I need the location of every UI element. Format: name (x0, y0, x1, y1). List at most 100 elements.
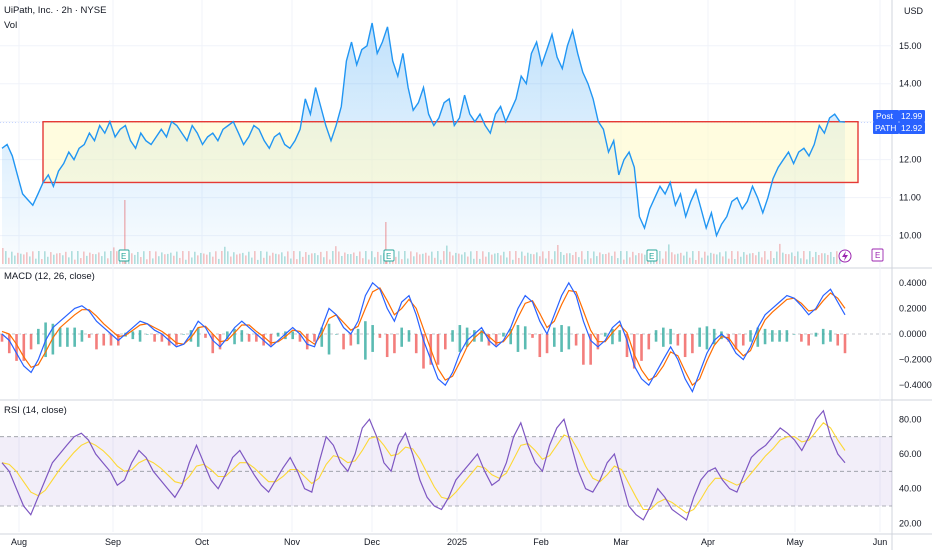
lightning-icon[interactable] (838, 249, 852, 263)
volume-label: Vol (4, 20, 17, 31)
macd-histogram-bar (269, 334, 273, 346)
macd-histogram-bar (691, 334, 694, 354)
macd-histogram-bar (131, 331, 135, 340)
macd-histogram-bar (480, 330, 483, 342)
macd-histogram-bar (400, 327, 403, 347)
macd-histogram-bar (741, 334, 745, 346)
macd-histogram-bar (683, 334, 687, 358)
macd-histogram-bar (95, 334, 98, 350)
time-axis[interactable]: Aug Sep Oct Nov Dec 2025 Feb Mar Apr May Jun (11, 537, 887, 547)
macd-histogram-bar (567, 326, 571, 350)
macd-histogram-bar (276, 332, 280, 337)
earnings-marker: E (118, 249, 130, 262)
macd-tick-label: 0.2000 (899, 303, 927, 313)
macd-histogram-bar (821, 328, 825, 345)
macd-histogram-bar (574, 334, 578, 346)
macd-histogram-bar (298, 334, 302, 342)
macd-histogram-bar (66, 327, 69, 347)
macd-histogram-bar (414, 334, 418, 354)
macd-histogram-bar (807, 334, 810, 346)
macd-histogram-bar (494, 334, 498, 346)
macd-histogram-bar (640, 334, 643, 361)
macd-histogram-bar (7, 334, 11, 354)
macd-histogram-bar (712, 328, 716, 345)
macd-histogram-bar (327, 323, 331, 355)
macd-histogram-bar (80, 330, 84, 342)
macd-histogram-bar (87, 334, 91, 338)
macd-histogram-bar (146, 334, 149, 335)
macd-histogram-bar (458, 325, 462, 352)
macd-histogram-bar (407, 330, 411, 342)
macd-histogram-bar (763, 328, 767, 345)
rsi-pane[interactable] (0, 409, 892, 521)
price-tick-label: 11.00 (899, 193, 921, 203)
macd-histogram-bar (385, 334, 389, 358)
macd-histogram-bar (102, 334, 106, 346)
macd-histogram-bar (778, 330, 781, 342)
macd-histogram-bar (611, 328, 614, 345)
macd-histogram-bar (175, 334, 178, 346)
range-rectangle[interactable] (42, 121, 859, 184)
macd-histogram-bar (138, 330, 142, 342)
macd-histogram-bar (342, 334, 345, 350)
time-tick-label: Aug (11, 537, 27, 547)
macd-histogram-bar (843, 334, 847, 354)
macd-histogram-bar (29, 334, 33, 350)
macd-histogram-bar (37, 328, 40, 345)
macd-histogram-bar (582, 334, 585, 365)
earnings-icon-upcoming[interactable]: E (871, 248, 884, 262)
macd-histogram-bar (814, 332, 818, 337)
macd-histogram-bar (393, 334, 396, 354)
macd-histogram-bar (15, 334, 18, 361)
time-tick-label: Sep (105, 537, 121, 547)
macd-histogram-bar (669, 328, 672, 345)
time-tick-label: Nov (284, 537, 301, 547)
svg-text:E: E (875, 251, 880, 260)
currency-label[interactable]: USD (904, 6, 924, 16)
macd-histogram-bar (632, 334, 636, 369)
macd-histogram-bar (589, 334, 592, 365)
macd-histogram-bar (444, 334, 447, 350)
price-tick-label: 15.00 (899, 41, 922, 51)
macd-histogram-bar (247, 334, 251, 342)
macd-histogram-bar (22, 334, 26, 361)
macd-histogram-bar (233, 328, 236, 345)
rsi-tick-label: 80.00 (899, 414, 922, 424)
macd-tick-label: −0.2000 (899, 355, 932, 365)
macd-histogram-bar (305, 334, 309, 350)
macd-histogram-bar (240, 330, 244, 342)
macd-histogram-bar (662, 327, 665, 347)
macd-pane[interactable] (0, 281, 847, 394)
macd-histogram-bar (516, 325, 520, 352)
time-tick-label: Jun (873, 537, 888, 547)
rsi-band-lines (0, 436, 892, 507)
earnings-marker: E (383, 249, 395, 262)
macd-histogram-bar (313, 334, 316, 342)
symbol-price-tag: PATH 12.92 (873, 122, 925, 134)
svg-text:E: E (121, 252, 126, 261)
svg-text:E: E (386, 252, 391, 261)
macd-histogram-bar (749, 330, 752, 342)
macd-histogram-bar (451, 330, 454, 342)
macd-histogram-bar (182, 334, 185, 335)
macd-tick-label: −0.4000 (899, 380, 932, 390)
time-tick-label: Oct (195, 537, 210, 547)
macd-title: MACD (12, 26, close) (4, 271, 95, 282)
macd-histogram-bar (371, 325, 374, 352)
price-tick-label: 10.00 (899, 231, 922, 241)
macd-histogram-bar (698, 327, 701, 347)
macd-histogram-bar (364, 321, 367, 360)
macd-histogram-bar (531, 334, 534, 338)
macd-histogram-bar (553, 327, 556, 347)
macd-tick-label: 0.4000 (899, 278, 927, 288)
rsi-line (1, 409, 846, 521)
macd-histogram-bar (618, 330, 622, 342)
symbol-title: UiPath, Inc. · 2h · NYSE (4, 5, 106, 16)
svg-text:Post: Post (876, 111, 894, 121)
price-tick-label: 14.00 (899, 79, 922, 89)
macd-histogram-bar (291, 331, 294, 340)
time-tick-label: Feb (533, 537, 549, 547)
macd-histogram-bar (603, 332, 607, 337)
